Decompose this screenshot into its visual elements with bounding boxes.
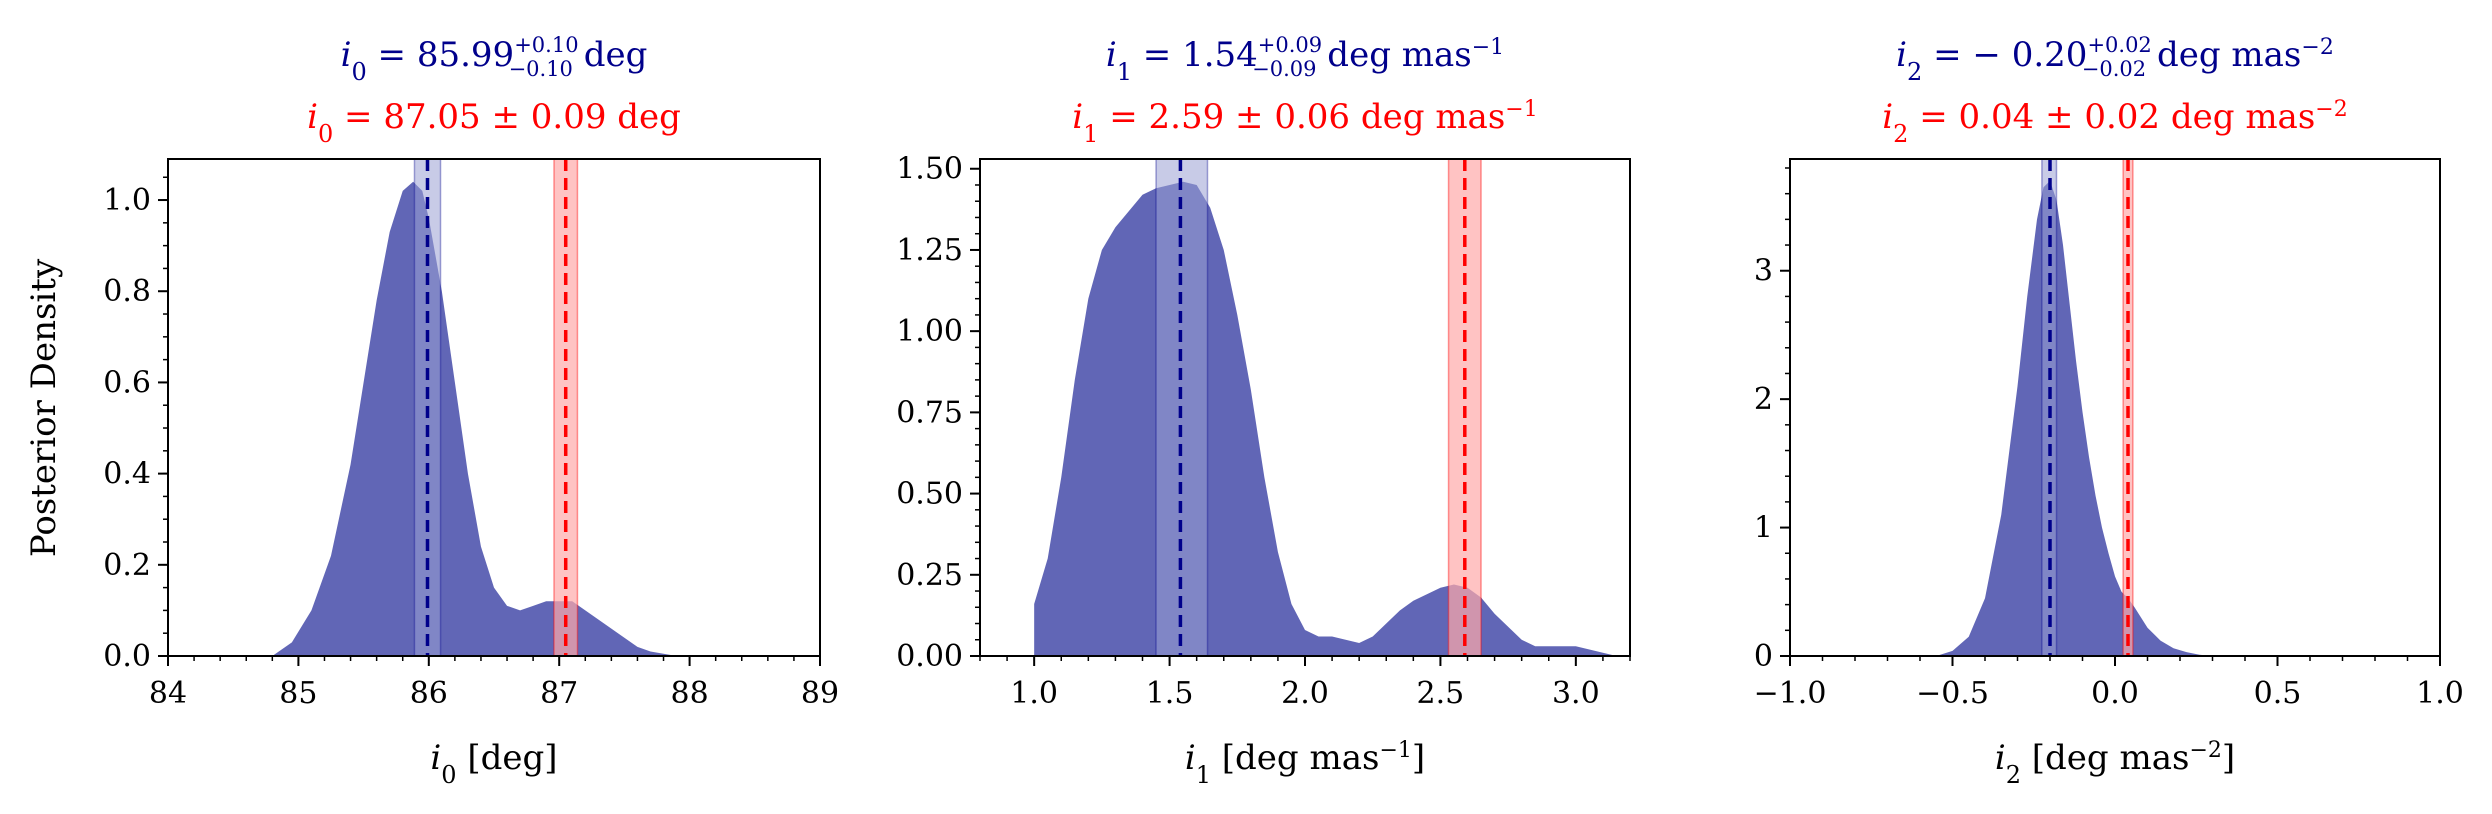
- x-axis-label: i1 [deg mas−1]: [1185, 738, 1425, 790]
- y-tick-label: 0.8: [103, 274, 151, 309]
- x-axis-label: i2 [deg mas−2]: [1995, 738, 2235, 790]
- y-tick-label: 1.25: [896, 233, 963, 268]
- y-tick-label: 0.75: [896, 395, 963, 430]
- posterior-area: [1936, 180, 2213, 656]
- y-axis-label: Posterior Density: [24, 258, 64, 557]
- x-tick-label: 1.0: [2416, 676, 2464, 711]
- x-tick-label: 0.5: [2254, 676, 2302, 711]
- panel-i2: −1.0 −0.5 0.0 0.5 1.0 0 1 2 3 i2 [deg mas−2] i2 = …: [1754, 33, 2464, 789]
- y-tick-label: 1: [1754, 511, 1773, 546]
- x-tick-label: 0.0: [2091, 676, 2139, 711]
- plot-area: [1034, 159, 1630, 656]
- posterior-area: [272, 181, 677, 656]
- x-tick-label: 87: [540, 676, 578, 711]
- title-blue: i1 = 1.54+0.09 −0.09 deg mas−1: [1106, 33, 1504, 86]
- y-tick-label: 0.50: [896, 477, 963, 512]
- y-tick-label: 2: [1754, 382, 1773, 417]
- x-tick-label: 86: [410, 676, 448, 711]
- x-tick-label: 85: [279, 676, 317, 711]
- title-red: i2 = 0.04 ± 0.02 deg mas−2: [1882, 97, 2347, 149]
- title-blue: i2 = − 0.20+0.02 −0.02 deg mas−2: [1896, 33, 2334, 86]
- axes-frame: [167, 158, 821, 657]
- x-tick-label: 3.0: [1552, 676, 1600, 711]
- y-tick-label: 0.6: [103, 365, 151, 400]
- panel-i1: 1.0 1.5 2.0 2.5 3.0 0.00 0.25 0.50 0.75 1.00 1.25 1…: [896, 33, 1631, 790]
- x-tick-label: 1.0: [1010, 676, 1058, 711]
- y-tick-label: 0.25: [896, 558, 963, 593]
- x-tick-label: 84: [149, 676, 187, 711]
- y-tick-label: 0: [1754, 639, 1773, 674]
- panel-i0: 84 85 86 87 88 89 0.0 0.2 0.4 0.6 0.8 1.0 i0 [deg] i0…: [103, 33, 839, 789]
- y-tick-label: 0.2: [103, 548, 151, 583]
- x-tick-label: 1.5: [1146, 676, 1194, 711]
- y-tick-label: 1.00: [896, 314, 963, 349]
- y-tick-label: 1.50: [896, 152, 963, 187]
- x-tick-label: −0.5: [1916, 676, 1989, 711]
- posterior-area: [1034, 181, 1630, 656]
- y-tick-label: 0.0: [103, 639, 151, 674]
- x-tick-label: 89: [801, 676, 839, 711]
- title-blue: i0 = 85.99+0.10 −0.10 deg: [341, 33, 648, 86]
- title-red: i0 = 87.05 ± 0.09 deg: [307, 97, 681, 148]
- title-red: i1 = 2.59 ± 0.06 deg mas−1: [1072, 97, 1537, 149]
- plot-area: [272, 159, 677, 656]
- y-tick-label: 1.0: [103, 183, 151, 218]
- plot-area: [1936, 159, 2213, 656]
- y-tick-label: 0.4: [103, 457, 151, 492]
- x-axis-label: i0 [deg]: [430, 738, 557, 789]
- x-tick-label: −1.0: [1754, 676, 1827, 711]
- y-tick-label: 0.00: [896, 639, 963, 674]
- x-tick-label: 2.5: [1417, 676, 1465, 711]
- x-tick-label: 88: [671, 676, 709, 711]
- x-tick-label: 2.0: [1281, 676, 1329, 711]
- y-tick-label: 3: [1754, 254, 1773, 289]
